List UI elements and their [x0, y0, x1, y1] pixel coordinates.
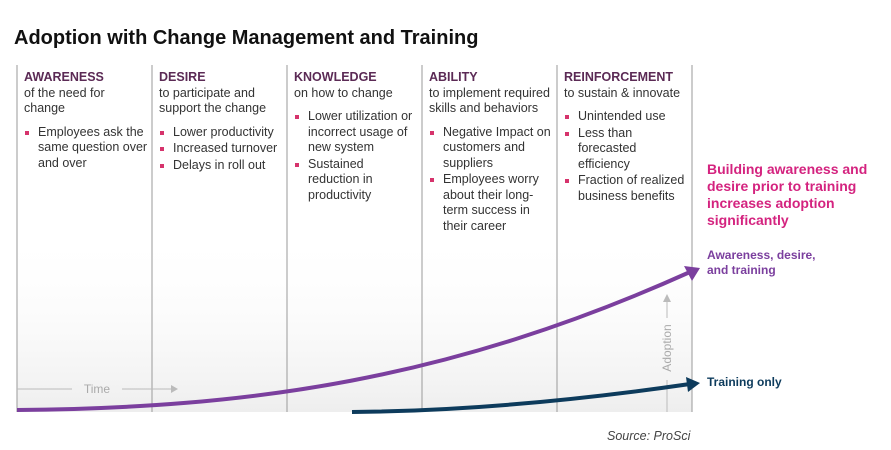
stage-heading: REINFORCEMENT — [564, 70, 674, 84]
column-dividers — [16, 65, 693, 412]
bullet-list: Lower productivity Increased turnover Dela… — [159, 125, 283, 174]
bullet-list: Negative Impact on customers and supplie… — [429, 125, 553, 235]
stage-heading: KNOWLEDGE — [294, 70, 377, 84]
title: Adoption with Change Management and Trai… — [14, 27, 479, 49]
bullet: Unintended use — [564, 109, 688, 125]
bullet: Employees worry about their long-term su… — [429, 172, 553, 234]
stage-subtitle: to implement required skills and behavio… — [429, 85, 550, 116]
bullet: Delays in roll out — [159, 158, 283, 174]
bullet: Less than forecasted efficiency — [564, 126, 688, 173]
stage-heading: DESIRE — [159, 70, 206, 84]
stage-column: AWARENESS of the need for change Employees… — [24, 70, 148, 172]
background-fade — [17, 230, 692, 412]
stage-column: REINFORCEMENT to sustain & innovate Uninte… — [564, 70, 688, 205]
bullet: Sustained reduction in productivity — [294, 157, 418, 204]
bullet-list: Unintended use Less than forecasted effic… — [564, 109, 688, 204]
stage-subtitle: on how to change — [294, 85, 393, 100]
lower-arrowhead — [686, 377, 700, 392]
bullet-list: Lower utilization or incorrect usage of … — [294, 109, 418, 203]
bullet: Lower utilization or incorrect usage of … — [294, 109, 418, 156]
upper-arrowhead — [684, 266, 700, 281]
upper-curve — [16, 270, 691, 412]
bullet: Increased turnover — [159, 141, 283, 157]
stage-subtitle: to sustain & innovate — [564, 85, 681, 100]
lower-curve-label: Training only — [707, 375, 782, 389]
x-axis-label: Time — [84, 382, 111, 396]
bullet: Fraction of realized business benefits — [564, 173, 688, 204]
stage-subtitle: of the need for change — [24, 85, 105, 116]
y-axis-label: Adoption — [660, 324, 674, 371]
time-arrow — [17, 385, 178, 393]
bullet-list: Employees ask the same question over and… — [24, 125, 148, 172]
stage-column: KNOWLEDGE on how to change Lower utilizati… — [294, 70, 418, 204]
stage-heading: AWARENESS — [24, 70, 104, 84]
bullet: Employees ask the same question over and… — [24, 125, 148, 172]
lower-curve — [351, 382, 691, 414]
stage-column: ABILITY to implement required skills and … — [429, 70, 553, 235]
upper-curve-label: Awareness, desire, and training — [707, 248, 816, 277]
stage-subtitle: to participate and support the change — [159, 85, 267, 116]
source: Source: ProSci — [607, 429, 692, 443]
stage-column: DESIRE to participate and support the cha… — [159, 70, 283, 174]
bullet: Negative Impact on customers and supplie… — [429, 125, 553, 172]
stage-heading: ABILITY — [429, 70, 478, 84]
callout: Building awareness and desire prior to t… — [707, 161, 868, 228]
bullet: Lower productivity — [159, 125, 283, 141]
